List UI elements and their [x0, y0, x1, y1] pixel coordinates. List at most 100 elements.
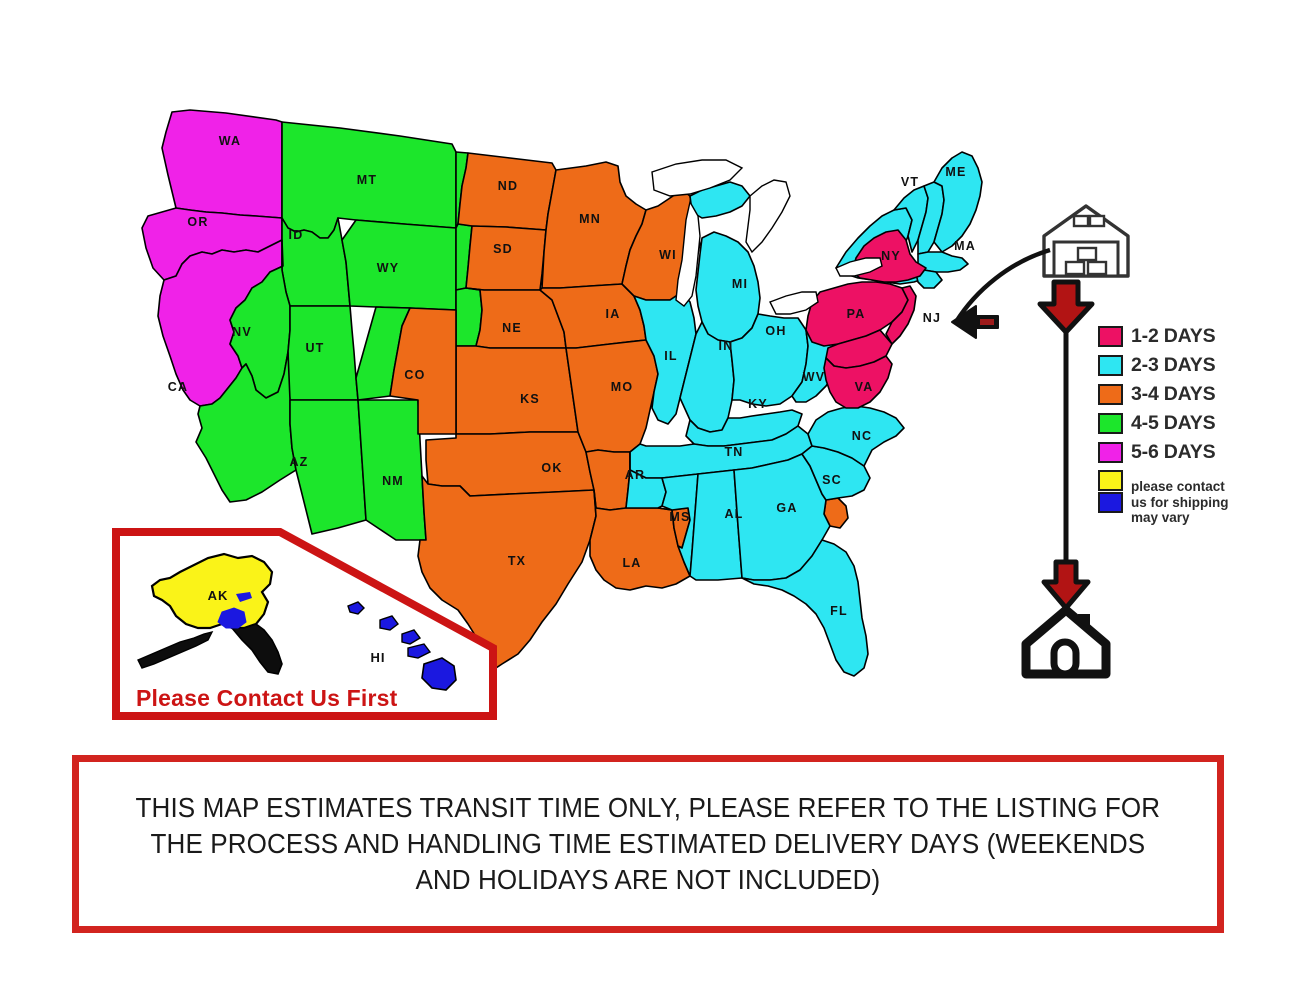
state-nj[interactable] [885, 285, 917, 345]
state-al[interactable] [689, 469, 743, 581]
route-svg [951, 204, 1130, 679]
legend-swatch-3-4-days [1098, 384, 1123, 405]
state-sd[interactable] [465, 225, 547, 291]
legend-label-2-3-days: 2-3 DAYS [1131, 353, 1216, 376]
legend-swatch-contact-yellow [1098, 470, 1123, 491]
state-label-nc: NC [852, 429, 872, 443]
state-label-fl: FL [830, 604, 848, 618]
state-label-ar: AR [625, 468, 645, 482]
us-transit-map: WA OR CA NV ID MT WY UT AZ NM CO ND SD NE KS OK TX MN IA MO… [120, 95, 1040, 705]
disclaimer-text: THIS MAP ESTIMATES TRANSIT TIME ONLY, PL… [119, 790, 1177, 898]
inset-label-hi: HI [371, 650, 386, 665]
state-label-oh: OH [765, 324, 786, 338]
state-label-ny: NY [881, 249, 901, 263]
legend-label-4-5-days: 4-5 DAYS [1131, 411, 1216, 434]
state-label-va: VA [855, 380, 874, 394]
state-ga[interactable] [733, 453, 831, 581]
state-label-ut: UT [305, 341, 324, 355]
state-label-id: ID [289, 228, 304, 242]
house-icon [1021, 605, 1111, 679]
red-down-arrow-bottom [1041, 559, 1091, 611]
state-mo[interactable] [565, 339, 659, 453]
alaska-panhandle [230, 623, 283, 675]
legend-row-contact-blue[interactable] [1098, 492, 1288, 513]
legend-swatch-2-3-days [1098, 355, 1123, 376]
state-label-al: AL [724, 507, 743, 521]
state-label-in: IN [719, 339, 734, 353]
legend-row-1-2-days[interactable]: 1-2 DAYS [1098, 325, 1288, 348]
state-label-sc: SC [822, 473, 842, 487]
legend-row-2-3-days[interactable]: 2-3 DAYS [1098, 354, 1288, 377]
legend-contact-note-line-1: please contact [1131, 479, 1225, 494]
hawaii-shape[interactable] [347, 601, 457, 691]
zone-4-5-days-group [195, 121, 483, 541]
lake-michigan [675, 200, 701, 307]
inset-label-ak: AK [208, 588, 229, 603]
us-map-svg: WA OR CA NV ID MT WY UT AZ NM CO ND SD NE KS OK TX MN IA MO… [141, 109, 983, 677]
state-label-la: LA [622, 556, 641, 570]
legend-swatch-contact-blue [1098, 492, 1123, 513]
legend-label-5-6-days: 5-6 DAYS [1131, 440, 1216, 463]
state-va-pink[interactable] [823, 355, 893, 409]
legend-label-3-4-days: 3-4 DAYS [1131, 382, 1216, 405]
state-co[interactable] [389, 307, 457, 435]
lake-huron [745, 179, 791, 254]
state-label-wi: WI [659, 248, 677, 262]
legend: 1-2 DAYS 2-3 DAYS 3-4 DAYS 4-5 DAYS 5-6 … [1098, 325, 1288, 514]
lake-superior [651, 159, 744, 197]
state-fl[interactable] [741, 539, 869, 677]
left-arrow-icon [951, 305, 999, 339]
legend-contact-note: please contact us for shipping may vary [1131, 479, 1291, 526]
zone-5-6-days-group [141, 109, 284, 407]
state-ks[interactable] [455, 345, 579, 435]
legend-swatch-1-2-days [1098, 326, 1123, 347]
state-nc[interactable] [807, 405, 905, 467]
lake-erie [769, 291, 819, 315]
state-label-ma: MA [954, 239, 976, 253]
state-label-wv: WV [803, 370, 826, 384]
state-pa[interactable] [805, 281, 909, 347]
alaska-hawaii-inset: AK HI Please Contact Us First [112, 528, 497, 720]
state-label-mo: MO [611, 380, 634, 394]
state-label-me: ME [945, 165, 966, 179]
state-label-sd: SD [493, 242, 513, 256]
state-label-ca: CA [168, 380, 188, 394]
legend-row-3-4-days[interactable]: 3-4 DAYS [1098, 383, 1288, 406]
state-label-ok: OK [541, 461, 562, 475]
state-label-mn: MN [579, 212, 601, 226]
legend-swatch-4-5-days [1098, 413, 1123, 434]
shipping-route-graphic [950, 190, 1180, 680]
state-label-mt: MT [357, 173, 377, 187]
disclaimer-line-1: THIS MAP ESTIMATES TRANSIT TIME ONLY, PL… [135, 792, 1161, 823]
disclaimer-line-3: AND HOLIDAYS ARE NOT INCLUDED) [415, 864, 881, 895]
state-label-tx: TX [508, 554, 526, 568]
legend-row-4-5-days[interactable]: 4-5 DAYS [1098, 412, 1288, 435]
disclaimer-box: THIS MAP ESTIMATES TRANSIT TIME ONLY, PL… [72, 755, 1224, 933]
alaska-blue-patch [217, 607, 247, 629]
great-lakes-group [651, 159, 883, 315]
state-label-ga: GA [776, 501, 797, 515]
alaska-blue-dot [236, 592, 252, 602]
state-wa[interactable] [161, 109, 283, 219]
state-label-ne: NE [502, 321, 522, 335]
legend-row-5-6-days[interactable]: 5-6 DAYS [1098, 441, 1288, 464]
state-label-tn: TN [724, 445, 743, 459]
state-label-nj: NJ [923, 311, 941, 325]
state-label-nv: NV [232, 325, 252, 339]
legend-contact-note-line-3: may vary [1131, 510, 1190, 525]
state-label-il: IL [664, 349, 678, 363]
state-nm[interactable] [357, 399, 427, 541]
lake-ontario [835, 257, 883, 277]
warehouse-icon [1042, 204, 1130, 278]
state-label-or: OR [187, 215, 208, 229]
state-label-nd: ND [498, 179, 518, 193]
state-label-nm: NM [382, 474, 404, 488]
legend-row-contact-yellow[interactable] [1098, 470, 1288, 491]
inset-svg: AK HI [112, 528, 497, 720]
disclaimer-line-2: THE PROCESS AND HANDLING TIME ESTIMATED … [150, 828, 1146, 859]
state-tx[interactable] [417, 475, 597, 673]
red-down-arrow-top [1037, 279, 1095, 335]
state-me[interactable] [933, 151, 983, 253]
state-label-ks: KS [520, 392, 540, 406]
